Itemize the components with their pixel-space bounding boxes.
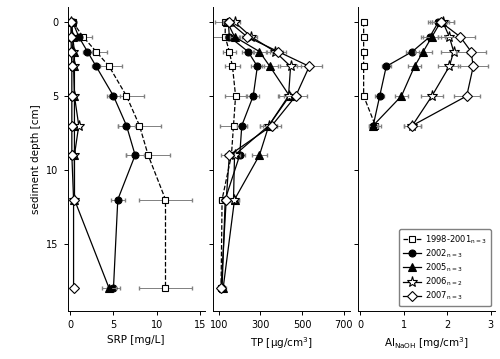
Legend: 1998-2001$_{\mathregular{n=3}}$, 2002$_{\mathregular{n=3}}$, 2005$_{\mathregular: 1998-2001$_{\mathregular{n=3}}$, 2002$_{… — [399, 229, 491, 306]
X-axis label: Al$_{\mathregular{NaOH}}$ [mg/cm$^3$]: Al$_{\mathregular{NaOH}}$ [mg/cm$^3$] — [384, 335, 469, 351]
X-axis label: TP [$\mathregular{\mu}$g/cm$^3$]: TP [$\mathregular{\mu}$g/cm$^3$] — [250, 335, 312, 351]
Y-axis label: sediment depth [cm]: sediment depth [cm] — [30, 104, 40, 214]
X-axis label: SRP [mg/L]: SRP [mg/L] — [108, 335, 165, 345]
